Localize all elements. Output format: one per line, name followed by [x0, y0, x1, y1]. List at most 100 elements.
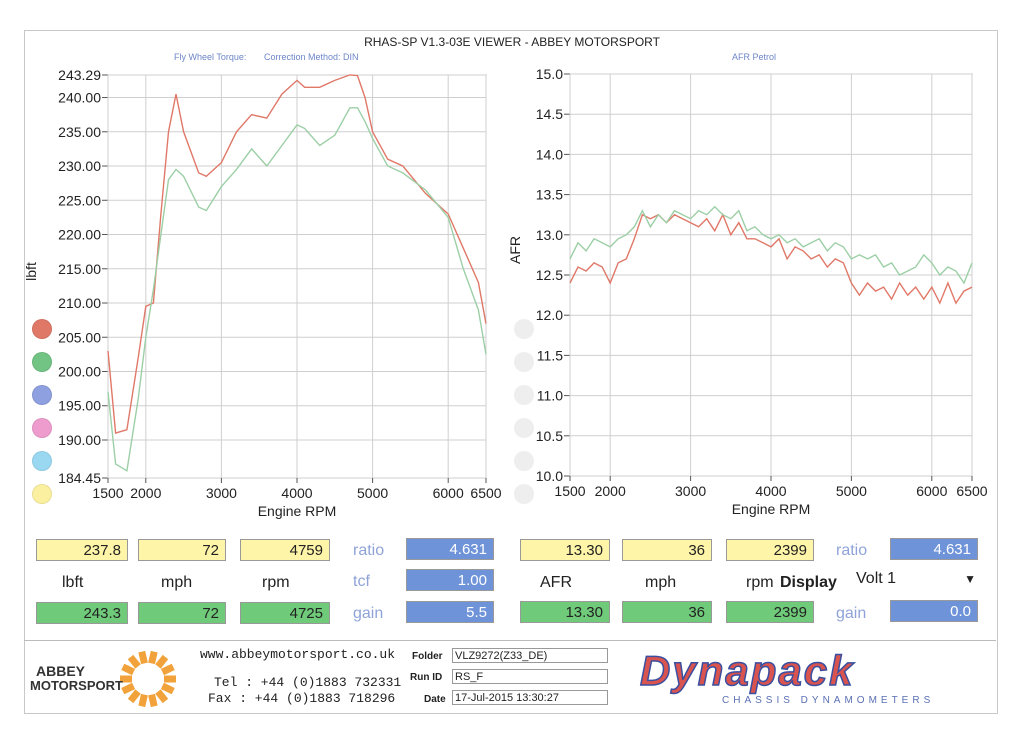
y-tick-label: 10.0: [536, 468, 563, 484]
legend-dot-icon[interactable]: [32, 451, 52, 471]
legend-dot-icon[interactable]: [32, 484, 52, 504]
footer: ABBEY MOTORSPORT www.abbeymotorsport.co.…: [24, 640, 996, 713]
speed-peak: 72: [138, 602, 226, 624]
y-tick-label: 210.00: [58, 295, 101, 311]
abbey-motorsport-logo: ABBEY MOTORSPORT: [30, 650, 176, 708]
afr-chart: 15.0 14.5 14.0 13.5 13.0 12.5 12.0 11.5 11.0 10.5…: [510, 66, 988, 517]
website-link[interactable]: www.abbeymotorsport.co.uk: [200, 647, 396, 662]
torque-peak: 243.3: [36, 602, 128, 624]
sun-ray: [148, 693, 158, 708]
gain-label-left: gain: [353, 605, 384, 622]
x-tick-label: 4000: [755, 483, 786, 499]
y-tick-label: 10.5: [536, 428, 563, 444]
legend-dot-icon[interactable]: [32, 319, 52, 339]
rpm-peak-right: 2399: [726, 601, 814, 623]
y-tick-label: 215.00: [58, 261, 101, 277]
unit-mph-right: mph: [645, 574, 677, 591]
ratio-value-right[interactable]: 4.631: [890, 538, 978, 560]
runid-value: RS_F: [452, 669, 608, 684]
y-tick-label: 15.0: [536, 66, 563, 82]
y-tick-label: 225.00: [58, 192, 101, 208]
speed-current: 72: [138, 539, 226, 561]
ratio-value-left[interactable]: 4.631: [406, 538, 494, 560]
afr-caption: AFR Petrol: [732, 52, 777, 62]
y-tick-label: 190.00: [58, 432, 101, 448]
series-line-1: [107, 107, 487, 472]
sheet-frame: [24, 30, 998, 714]
tcf-value[interactable]: 1.00: [406, 569, 494, 591]
rpm-current: 4759: [240, 539, 330, 561]
dynapack-subtitle: CHASSIS DYNAMOMETERS: [722, 695, 934, 706]
display-select[interactable]: Volt 1 ▼: [856, 568, 980, 590]
speed-peak-right: 36: [622, 601, 712, 623]
torque-caption: Fly Wheel Torque:: [174, 52, 247, 62]
sun-ray: [138, 650, 148, 665]
legend-dot-icon[interactable]: [514, 484, 534, 504]
ratio-label-left: ratio: [353, 542, 385, 559]
x-tick-label: 2000: [130, 485, 161, 501]
x-tick-label: 2000: [595, 483, 626, 499]
torque-chart: 243.29 240.00 235.00 230.00 225.00 220.00 215.…: [23, 67, 502, 519]
y-tick-label: 240.00: [58, 90, 101, 106]
unit-rpm: rpm: [262, 574, 290, 591]
x-tick-label: 1500: [92, 485, 123, 501]
y-tick-label: 12.0: [536, 307, 563, 323]
legend-dot-icon[interactable]: [514, 319, 534, 339]
telephone: Tel : +44 (0)1883 732331: [214, 675, 402, 690]
y-tick-label: 200.00: [58, 363, 101, 379]
x-tick-label: 6000: [433, 485, 464, 501]
x-axis-label: Engine RPM: [732, 501, 811, 517]
legend-dot-icon[interactable]: [514, 451, 534, 471]
x-tick-label: 4000: [281, 485, 312, 501]
legend-dot-icon[interactable]: [514, 418, 534, 438]
y-tick-label: 14.5: [536, 106, 563, 122]
legend-dot-icon[interactable]: [32, 352, 52, 372]
unit-afr: AFR: [540, 574, 572, 591]
abbey-logo-line1: ABBEY: [36, 663, 86, 679]
date-label: Date: [424, 694, 446, 705]
y-tick-label: 14.0: [536, 146, 563, 162]
x-axis-label: Engine RPM: [258, 503, 337, 519]
y-tick-label: 205.00: [58, 329, 101, 345]
tcf-label: tcf: [353, 573, 370, 590]
dynapack-logo: Dynapack CHASSIS DYNAMOMETERS: [639, 649, 934, 706]
unit-rpm-right: rpm: [746, 574, 774, 591]
sun-ray: [127, 654, 141, 669]
y-tick-label: 13.5: [536, 187, 563, 203]
rpm-peak: 4725: [240, 602, 330, 624]
folder-label: Folder: [412, 651, 443, 662]
y-axis-label: AFR: [510, 236, 523, 264]
x-tick-label: 1500: [554, 483, 585, 499]
y-tick-label: 11.0: [537, 388, 563, 404]
x-tick-label: 3000: [206, 485, 237, 501]
display-select-value: Volt 1: [856, 570, 897, 587]
legend-dot-icon[interactable]: [514, 352, 534, 372]
gain-value-right[interactable]: 0.0: [890, 600, 978, 622]
legend-dot-icon[interactable]: [32, 418, 52, 438]
y-tick-label: 220.00: [58, 227, 101, 243]
sun-ray: [148, 650, 158, 665]
series-line-1: [569, 205, 973, 285]
y-tick-label: 12.5: [536, 267, 563, 283]
sun-icon: [120, 650, 176, 708]
display-label: Display: [780, 574, 837, 591]
chevron-down-icon[interactable]: ▼: [964, 572, 976, 586]
rpm-current-right: 2399: [726, 539, 814, 561]
viewer-title: RHAS-SP V1.3-03E VIEWER - ABBEY MOTORSPO…: [364, 35, 660, 49]
y-tick-label: 195.00: [58, 398, 101, 414]
series-line-0: [569, 212, 973, 305]
legend-dot-icon[interactable]: [32, 385, 52, 405]
sun-ray: [138, 693, 148, 708]
gain-label-right: gain: [836, 605, 867, 622]
legend-dot-icon[interactable]: [514, 385, 534, 405]
afr-current: 13.30: [520, 539, 610, 561]
y-tick-label: 230.00: [58, 158, 101, 174]
x-tick-label: 5000: [357, 485, 388, 501]
gain-value-left[interactable]: 5.5: [406, 601, 494, 623]
runid-label: Run ID: [410, 672, 443, 683]
date-value: 17-Jul-2015 13:30:27: [452, 690, 608, 705]
sun-ray: [121, 682, 136, 695]
dynapack-wordmark: Dynapack: [640, 649, 855, 694]
speed-current-right: 36: [622, 539, 712, 561]
